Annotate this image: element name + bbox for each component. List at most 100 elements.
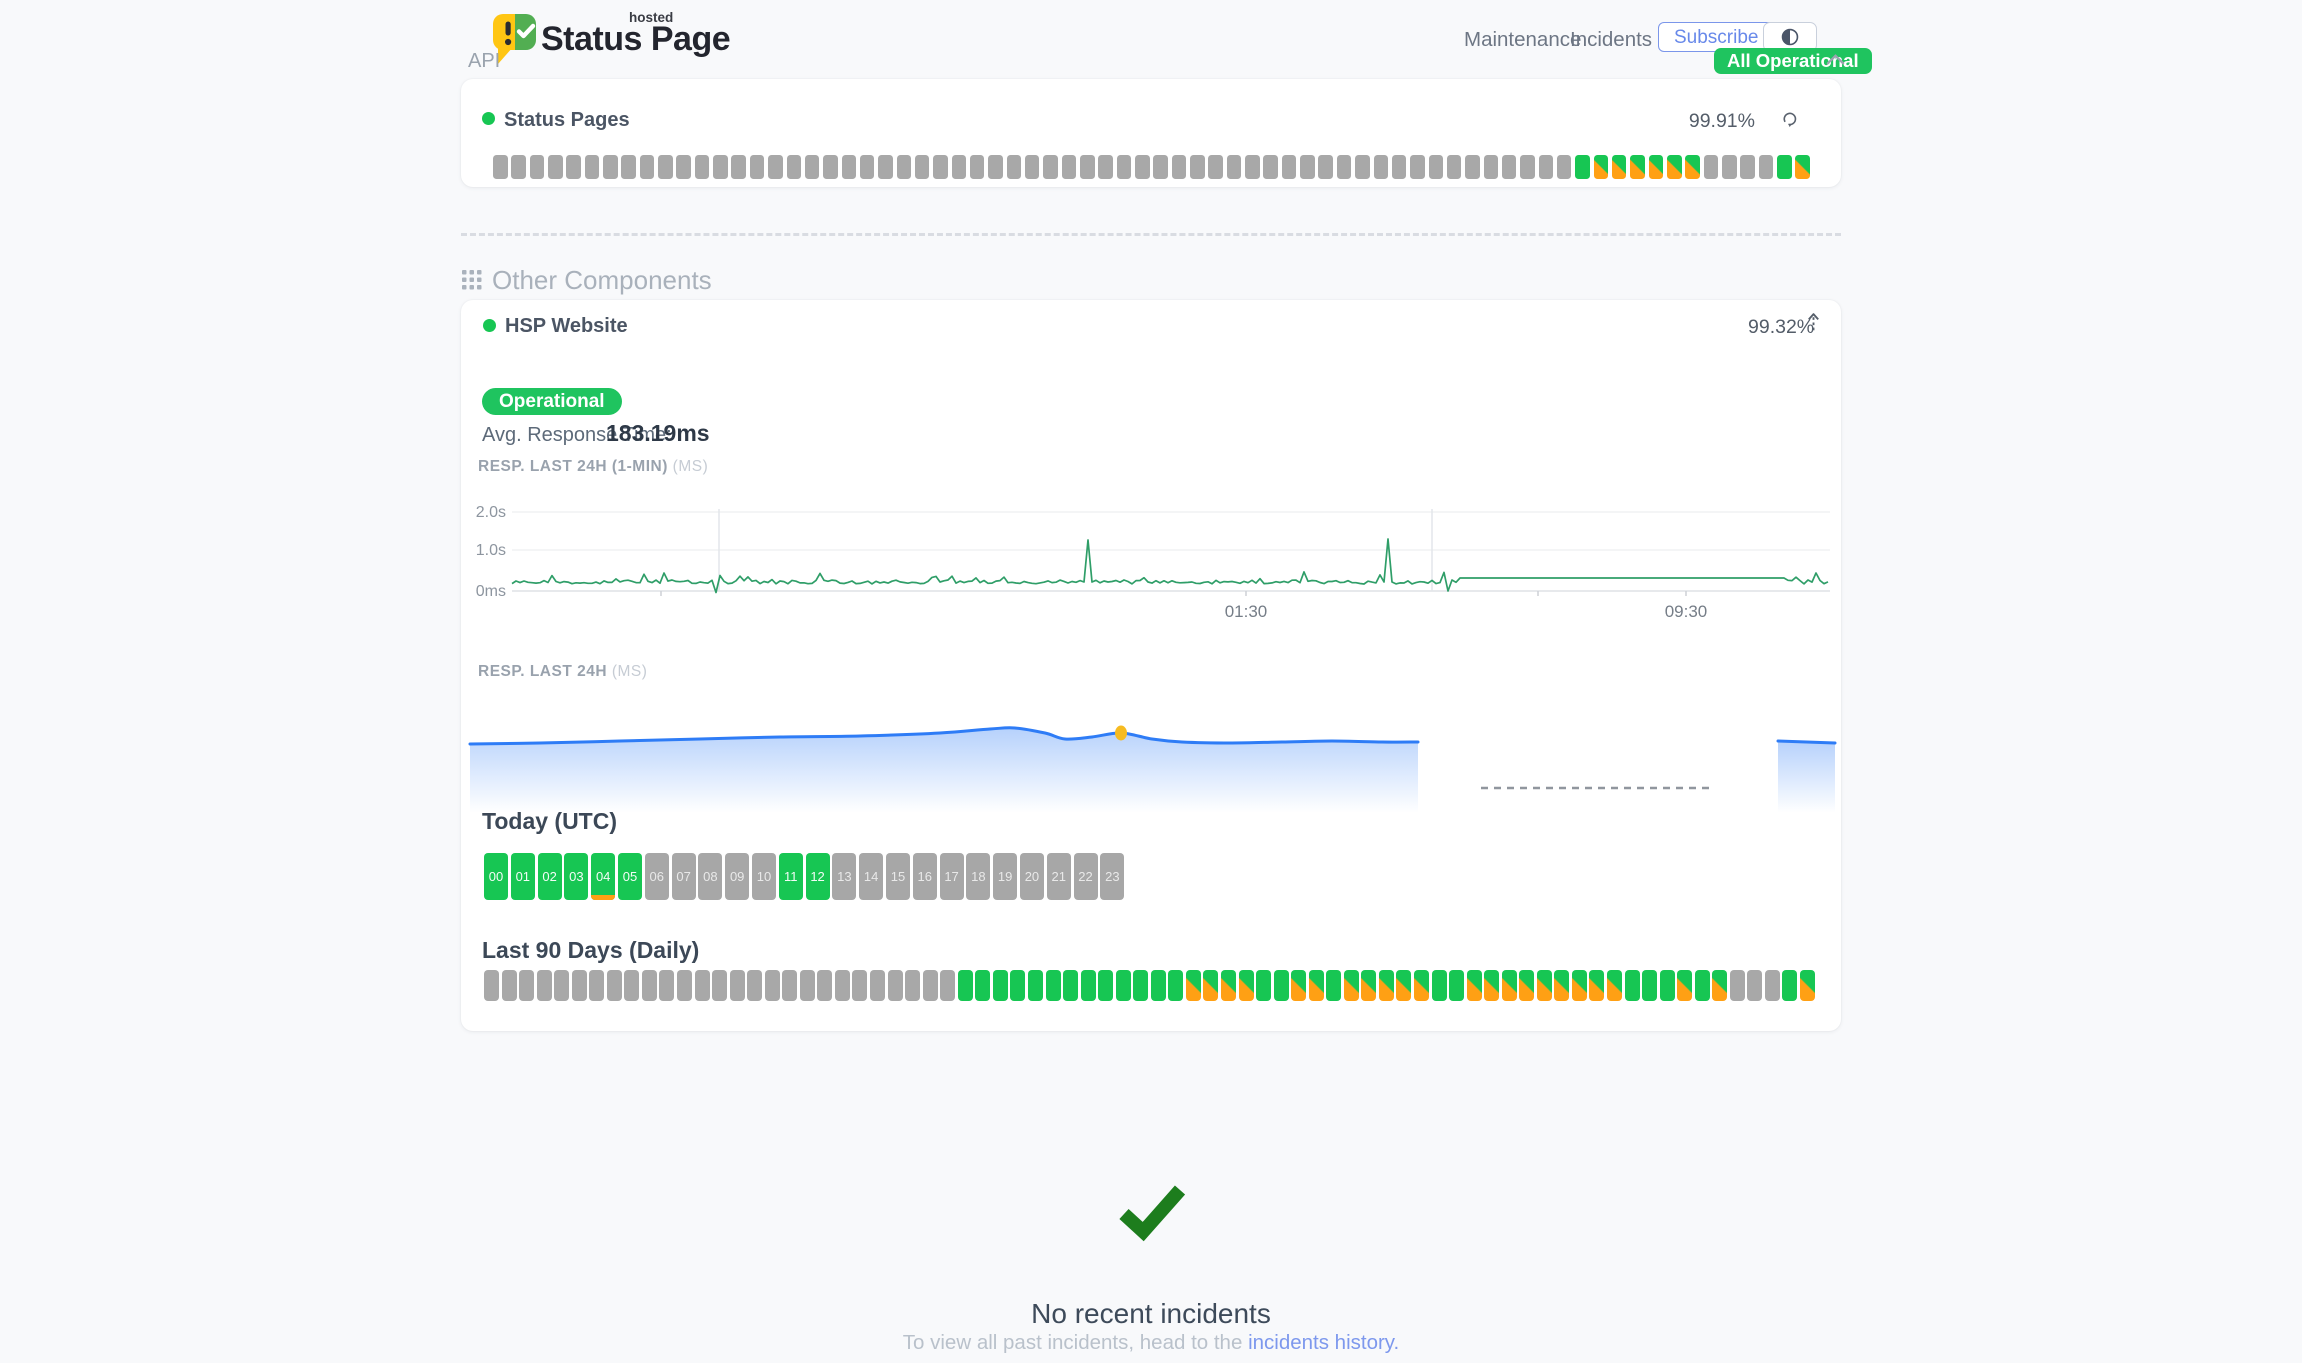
uptime-bar [1538, 155, 1554, 179]
y-tick-2s: 2.0s [476, 504, 506, 521]
logo-icon [493, 14, 536, 64]
uptime-bar [1024, 155, 1040, 179]
uptime-bar [1010, 970, 1026, 1001]
uptime-bar [676, 155, 691, 179]
chart1-caption: RESP. LAST 24H (1-MIN) (MS) [478, 458, 708, 476]
avg-response-value: 183.19ms [606, 420, 710, 446]
uptime-bar [940, 970, 956, 1001]
uptime-bar [870, 970, 886, 1001]
status-dot [483, 319, 496, 332]
chevron-up-icon [1826, 54, 1845, 65]
uptime-bar [1336, 155, 1352, 179]
uptime-bar [1630, 155, 1645, 179]
uptime-bar [957, 970, 973, 1001]
nav-incidents[interactable]: Incidents [1570, 28, 1653, 51]
hour-block: 09 [725, 853, 750, 900]
uptime-bar [1484, 970, 1500, 1001]
uptime-bar [1153, 155, 1168, 179]
uptime-bar [1782, 970, 1798, 1001]
avg-response-label: Avg. Response Time: [482, 424, 672, 446]
uptime-bar [1190, 155, 1205, 179]
uptime-bar [1703, 155, 1719, 179]
uptime-bar [1343, 970, 1359, 1001]
chart1-title: RESP. LAST 24H (1-MIN) [478, 458, 668, 475]
uptime-bar [1611, 155, 1627, 179]
uptime-bar [536, 970, 552, 1001]
uptime-bar [712, 970, 728, 1001]
uptime-bar [1554, 970, 1570, 1001]
scroll-top-control[interactable] [1806, 312, 1821, 340]
uptime-bar [1226, 155, 1242, 179]
uptime-bar [1501, 970, 1517, 1001]
uptime-bar [905, 970, 921, 1001]
y-tick-0ms: 0ms [476, 583, 506, 600]
api-uptime-bars [493, 155, 1810, 179]
response-time-chart-1min: 2.0s 1.0s 0ms 01:30 09:30 [476, 504, 1830, 621]
last90-title: Last 90 Days (Daily) [482, 937, 700, 963]
hour-block: 02 [537, 853, 562, 900]
uptime-bar [1116, 155, 1132, 179]
uptime-bar [1150, 970, 1166, 1001]
uptime-bar [969, 155, 985, 179]
uptime-bar [1027, 970, 1043, 1001]
uptime-bar [1465, 155, 1480, 179]
uptime-bar [1800, 970, 1816, 1001]
uptime-bar [713, 155, 728, 179]
uptime-bar [1318, 155, 1333, 179]
theme-toggle-button[interactable] [1763, 22, 1817, 52]
hour-block: 04 [591, 853, 616, 900]
uptime-bar [1575, 155, 1590, 179]
uptime-bar [896, 155, 912, 179]
uptime-bar [1712, 970, 1728, 1001]
chart1-unit: (MS) [672, 458, 709, 475]
uptime-bar [1373, 155, 1388, 179]
api-card: Status Pages 99.91% [461, 79, 1841, 187]
uptime-bar [1185, 970, 1201, 1001]
incidents-history-link[interactable]: incidents history. [1248, 1331, 1400, 1354]
uptime-bar [1729, 970, 1745, 1001]
uptime-bar [624, 970, 640, 1001]
collapse-section-control[interactable] [1826, 53, 1845, 71]
uptime-bar [1428, 155, 1444, 179]
overall-status-badge: All Operational [1714, 48, 1872, 74]
uptime-bar [1115, 970, 1131, 1001]
uptime-bar [1326, 970, 1342, 1001]
uptime-percentage: 99.32% [1748, 316, 1815, 338]
uptime-bar [1080, 155, 1095, 179]
hour-block: 10 [751, 853, 776, 900]
uptime-bar [1722, 155, 1737, 179]
brand-title: Status Page [541, 20, 731, 58]
uptime-bar [1361, 970, 1377, 1001]
uptime-bar [1045, 970, 1061, 1001]
hour-block: 23 [1100, 853, 1125, 900]
uptime-bar [1446, 155, 1462, 179]
nav-maintenance[interactable]: Maintenance [1464, 28, 1582, 51]
latest-point-marker [1115, 725, 1127, 741]
uptime-bar [548, 155, 563, 179]
hour-block: 00 [484, 853, 508, 900]
uptime-bar [694, 155, 710, 179]
uptime-bar [922, 970, 938, 1001]
uptime-bar [658, 155, 673, 179]
uptime-bar [768, 155, 783, 179]
uptime-bar [1291, 970, 1307, 1001]
uptime-bar [1413, 970, 1429, 1001]
uptime-bar [603, 155, 618, 179]
uptime-bar [1667, 155, 1682, 179]
chart2-title: RESP. LAST 24H [478, 663, 608, 680]
uptime-bar [677, 970, 693, 1001]
area-fill [470, 727, 1418, 813]
uptime-bar [841, 155, 857, 179]
uptime-bar [566, 155, 581, 179]
uptime-bar [1263, 155, 1278, 179]
uptime-bar [1355, 155, 1370, 179]
uptime-bar [1501, 155, 1517, 179]
hour-block: 21 [1046, 853, 1071, 900]
hour-block: 19 [993, 853, 1018, 900]
uptime-bar [852, 970, 868, 1001]
brand-logo[interactable] [492, 13, 542, 67]
operational-badge: Operational [482, 388, 622, 415]
component-name: HSP Website [505, 315, 628, 337]
uptime-bar [519, 970, 535, 1001]
hour-block: 17 [939, 853, 964, 900]
